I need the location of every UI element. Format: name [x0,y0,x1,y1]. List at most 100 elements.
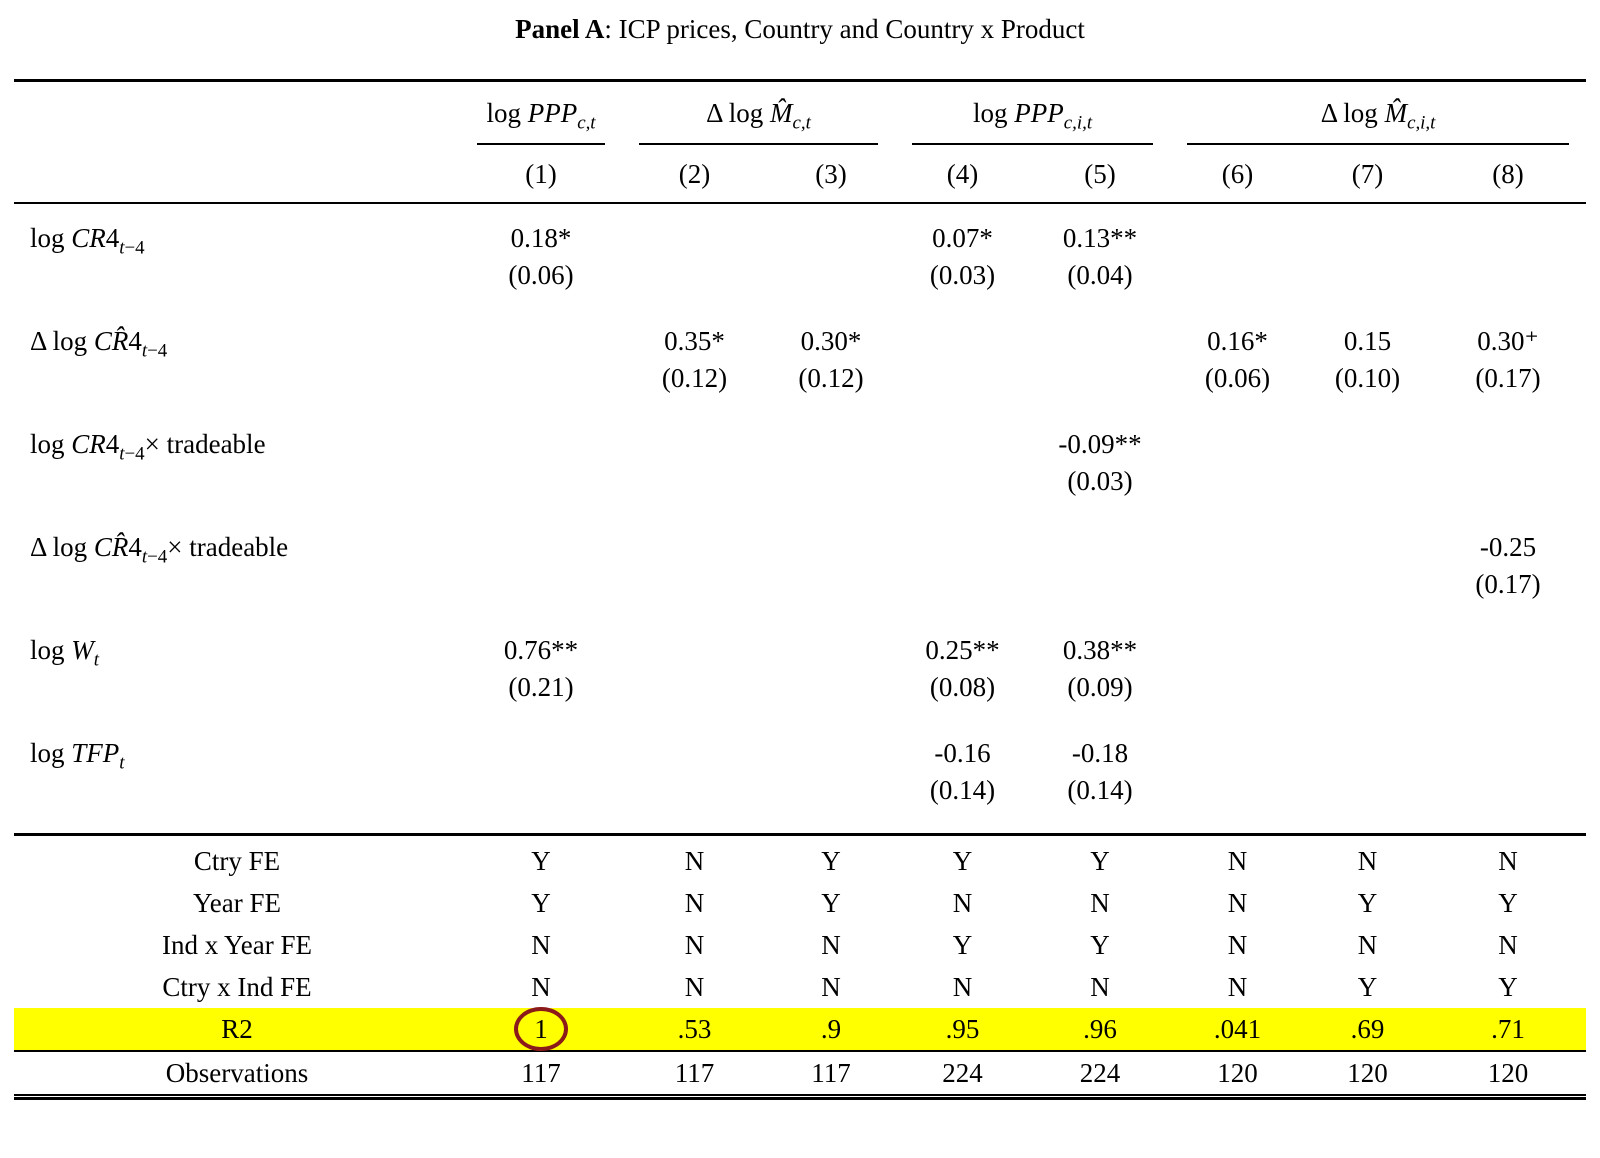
cell: 120 [1170,1050,1306,1096]
cell: N [622,833,767,883]
se [622,566,767,603]
se [895,360,1030,397]
cell: 0.30* (0.12) [767,318,895,421]
se: (0.03) [929,260,996,291]
cell: N [684,972,705,1003]
col-number-6: (6) [1170,146,1306,205]
coef [1030,323,1170,360]
cell [1430,421,1586,524]
cell: Y [895,833,1031,883]
cell: Δ log M̂c,i,t [1170,81,1586,147]
coef: -0.18 [1071,738,1129,769]
se: (0.06) [1204,363,1271,394]
col-number-8: (8) [1430,146,1587,205]
se: (0.14) [1067,775,1133,806]
cell: Y [1357,972,1378,1003]
coef [460,426,622,463]
cell: 0.38** (0.09) [1030,627,1170,730]
se: (0.03) [1067,466,1133,497]
se [1305,257,1430,294]
coef [1430,735,1586,772]
fe-row-ind-x-year: Ind x Year FE N N N Y Y N N N [14,924,1586,966]
cell [622,203,767,318]
row-label: log TFPt [30,738,125,774]
cell [895,421,1030,524]
row-label: Δ log CR̂4t−4× tradeable [30,532,289,568]
coef [1170,529,1305,566]
cell: Y [767,833,896,883]
se [622,257,767,294]
coef [767,426,895,463]
cell: Y [531,888,551,919]
cell: Y [1498,972,1518,1003]
cell: -0.25 (0.17) [1430,524,1586,627]
coef [1030,529,1170,566]
cell [1170,730,1305,835]
se: (0.06) [508,260,574,291]
cell [767,730,895,835]
se [1170,669,1305,706]
cell: -0.16 (0.14) [895,730,1030,835]
cell: log PPPc,i,t [895,81,1170,147]
coef: 0.16* [1207,326,1268,357]
coef [622,529,767,566]
se [1170,772,1305,809]
row-label: Observations [14,1050,460,1096]
cell: 117 [767,1050,896,1096]
coef: 0.15 [1343,326,1392,357]
title-text: : ICP prices, Country and Country x Prod… [604,14,1085,44]
coef-row-dlog-cr4: Δ log CR̂4t−4 0.35* (0.12) 0.30* (0.12) 0.… [14,318,1586,421]
cell: N [1305,833,1431,883]
cell: N [952,972,973,1003]
cell [622,730,767,835]
coef-row-log-cr4-tradeable: log CR4t−4× tradeable -0.09** (0.03) [14,421,1586,524]
col-number-2: (2) [622,146,767,205]
cell [622,421,767,524]
se [767,257,895,294]
cell: 0.16* (0.06) [1170,318,1305,421]
coef [1305,529,1430,566]
coef-row-log-w: log Wt 0.76** (0.21) 0.25** (0.08) 0.38** (… [14,627,1586,730]
coef [1170,735,1305,772]
cell: Y [1030,833,1171,883]
cell [1030,524,1170,627]
se [1305,566,1430,603]
cell: N [1227,972,1248,1003]
col-number-3: (3) [767,146,896,205]
se [1170,257,1305,294]
se [622,772,767,809]
cell [1430,203,1586,318]
coef [622,735,767,772]
cell: 0.13** (0.04) [1030,203,1170,318]
se [1030,566,1170,603]
cell: -0.18 (0.14) [1030,730,1170,835]
fe-row-ctry-x-ind: Ctry x Ind FE N N N N N N Y Y [14,966,1586,1008]
cell: 0.30⁺ (0.17) [1430,318,1586,421]
cell: Y [821,888,841,919]
coef: 0.38** [1062,635,1138,666]
column-group-header-row: log PPPc,t Δ log M̂c,t log PPPc,i,t Δ lo… [14,81,1586,147]
cell [1030,318,1170,421]
se [460,772,622,809]
cell [460,524,622,627]
coef: 0.07* [932,223,993,254]
se [767,463,895,500]
coef [460,735,622,772]
bottom-double-rule [14,1096,1586,1101]
column-number-row: (1) (2) (3) (4) (5) (6) (7) (8) [14,146,1587,205]
col-group-log-ppp-ct: log PPPc,t [477,98,605,146]
coef [767,632,895,669]
se [1430,669,1586,706]
se: (0.17) [1475,363,1541,394]
cell: Y [952,930,973,961]
cell: Y [460,833,622,883]
coef [1170,632,1305,669]
coef: 0.13** [1062,223,1138,254]
row-label: Ind x Year FE [161,930,312,961]
coef: -0.16 [934,738,991,769]
cell [767,524,895,627]
row-label: log CR4t−4× tradeable [30,429,266,465]
row-label: Ctry FE [14,833,460,883]
cell [1430,730,1586,835]
cell [767,421,895,524]
